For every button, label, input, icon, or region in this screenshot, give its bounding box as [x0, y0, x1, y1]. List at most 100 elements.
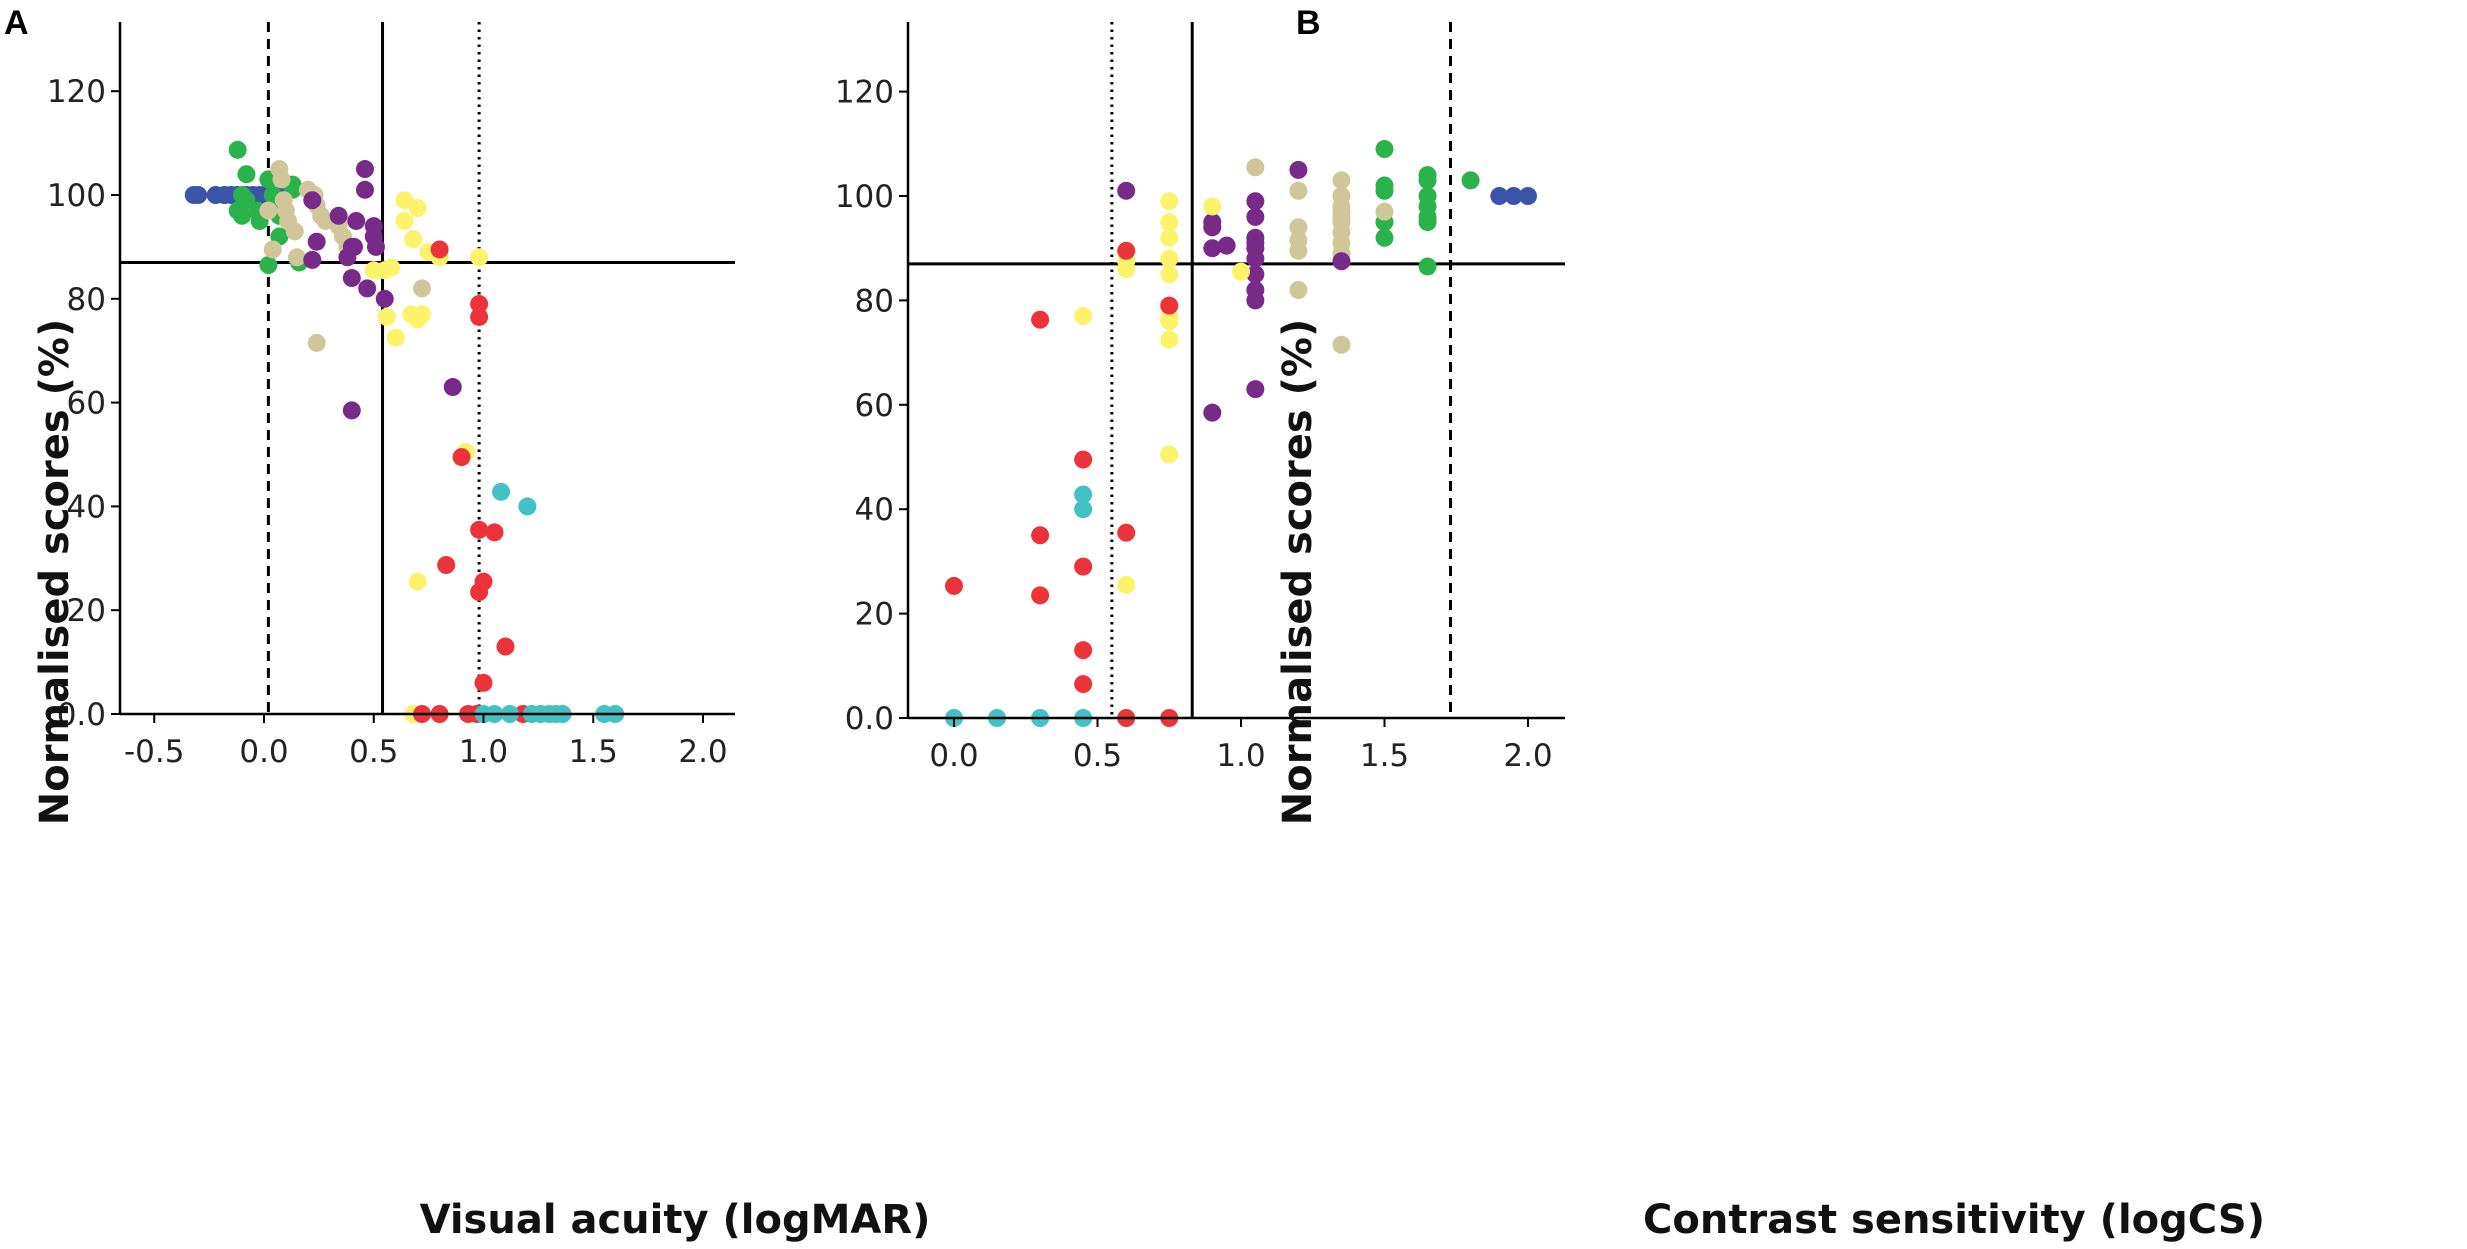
panel-b-point-red: [1074, 557, 1093, 576]
panel-b-x-tick-label: 0.5: [1073, 738, 1122, 774]
panel-b-axes: [906, 22, 1565, 720]
panel-b-point-red: [1117, 523, 1136, 542]
panel-b-ticks: 0.0 0.5 1.0 1.5 2.0 0.0 20 40 60 80 100 120: [835, 75, 1553, 774]
panel-b-point-beige: [1332, 171, 1351, 190]
panel-b-x-tick-label: 2.0: [1503, 738, 1552, 774]
panel-b-point-yellow: [1160, 265, 1179, 284]
panel-a-point-green: [233, 206, 252, 225]
panel-a-point-purple: [358, 279, 377, 298]
panel-a-point-purple: [303, 250, 322, 269]
panel-b-point-beige: [1289, 181, 1308, 200]
panel-a-point-red: [470, 520, 489, 539]
panel-b-point-yellow: [1232, 262, 1250, 281]
panel-a-letter: A: [4, 4, 29, 42]
panel-b-point-purple: [1246, 380, 1265, 399]
panel-b-point-yellow: [1160, 312, 1179, 331]
panel-b-point-yellow: [1160, 249, 1179, 268]
panel-b-point-yellow: [1203, 197, 1222, 216]
panel-b-x-tick-label: 0.0: [929, 738, 978, 774]
panel-a-y-tick-label: 80: [67, 282, 106, 318]
panel-a-point-purple: [355, 180, 374, 199]
panel-b-point-red: [1031, 526, 1050, 545]
panel-b-point-yellow: [1160, 213, 1179, 232]
panel-a-y-tick-label: 20: [67, 593, 106, 629]
panel-b-point-red: [1031, 586, 1050, 605]
panel-b-x-tick-label: 1.5: [1360, 738, 1409, 774]
panel-a-reference-lines: [120, 22, 735, 714]
panel-a-point-yellow: [404, 230, 423, 249]
panel-b-point-green: [1375, 140, 1394, 159]
panel-a-point-cyan: [518, 497, 537, 516]
panel-a-point-yellow: [377, 307, 396, 326]
panel-a-x-tick-label: 0.0: [239, 734, 288, 770]
panel-b-y-tick-label: 80: [855, 283, 894, 319]
panel-a-point-red: [470, 307, 489, 326]
panel-b-reference-lines: [908, 22, 1565, 718]
panel-b-point-purple: [1203, 239, 1222, 258]
panel-b-point-beige: [1332, 335, 1351, 354]
panel-b-letter: B: [1296, 4, 1321, 42]
panel-b-point-purple: [1246, 249, 1265, 268]
panel-b-point-beige: [1375, 202, 1394, 221]
panel-b-point-yellow: [1160, 228, 1179, 247]
panel-a-point-red: [485, 523, 504, 542]
panel-a-point-yellow: [395, 191, 414, 210]
panel-a-ticks: -0.5 0.0 0.5 1.0 1.5 2.0 0.0 20 40 60 80 100 120: [47, 74, 728, 770]
panel-b-point-purple: [1246, 265, 1265, 284]
panel-a-point-yellow: [382, 258, 401, 277]
panel-a-point-purple: [375, 289, 394, 308]
panel-a-point-beige: [307, 333, 326, 352]
panel-b-point-purple: [1117, 181, 1136, 200]
panel-b-point-red: [945, 576, 963, 595]
panel-b-point-blue: [1490, 187, 1509, 205]
panel-b-y-tick-label: 40: [855, 492, 894, 528]
panel-a-x-tick-label: 1.5: [569, 734, 618, 770]
panel-b-y-tick-label: 0.0: [845, 701, 894, 737]
panel-a-point-green: [228, 140, 247, 159]
panel-a-point-beige: [272, 170, 291, 189]
panel-b-point-red: [1074, 675, 1093, 694]
panel-a-y-tick-label: 60: [67, 386, 106, 422]
panel-b-point-beige: [1289, 241, 1308, 260]
panel-a-point-purple: [329, 206, 348, 225]
panel-a-point-yellow: [470, 248, 489, 267]
panel-a-point-yellow: [408, 572, 427, 591]
panel-b-point-green: [1461, 171, 1480, 190]
panel-b-point-yellow: [1074, 307, 1093, 326]
panel-a-point-purple: [342, 269, 361, 288]
panel-a-chart: A -0.5 0.0 0.5 1.0 1.5 2.0 0.0 20 40 60 80 100 120 V…: [4, 4, 930, 1243]
panel-a-point-purple: [347, 211, 366, 230]
panel-a-point-cyan: [492, 482, 511, 501]
panel-b-x-tick-label: 1.0: [1216, 738, 1265, 774]
panel-b-y-axis-title: Normalised scores (%): [1275, 319, 1321, 826]
panel-a-point-beige: [285, 222, 304, 241]
panel-a-point-purple: [307, 232, 326, 251]
panel-b-point-beige: [1289, 280, 1308, 299]
panel-a-point-blue: [189, 186, 208, 204]
panel-b-point-yellow: [1117, 575, 1136, 594]
panel-b-chart: B 0.0 0.5 1.0 1.5 2.0 0.0 20 40 60 80 100 120 Contr…: [835, 4, 2265, 1243]
panel-b-point-purple: [1289, 160, 1308, 179]
panel-b-point-red: [1031, 310, 1050, 329]
panel-b-y-tick-label: 20: [855, 597, 894, 633]
panel-a-point-red: [437, 556, 456, 575]
panel-a-point-purple: [342, 401, 361, 420]
panel-b-point-yellow: [1117, 260, 1136, 279]
panel-a-y-tick-label: 40: [67, 489, 106, 525]
panel-a-point-red: [430, 240, 449, 259]
panel-b-point-purple: [1203, 403, 1222, 422]
panel-a-point-green: [259, 256, 278, 275]
panel-a-point-yellow: [413, 305, 432, 324]
panel-b-point-red: [1160, 296, 1179, 315]
panel-a-y-tick-label: 100: [47, 178, 106, 214]
panel-b-point-green: [1375, 228, 1394, 247]
panel-b-point-purple: [1246, 291, 1265, 310]
panel-b-y-tick-label: 60: [855, 388, 894, 424]
panel-b-point-yellow: [1160, 445, 1179, 464]
panel-a-point-purple: [355, 160, 374, 179]
panel-b-point-purple: [1217, 236, 1236, 255]
panel-a-points: [184, 140, 625, 723]
panel-a-y-tick-label: 0.0: [57, 697, 106, 733]
panel-b-point-green: [1418, 213, 1437, 232]
